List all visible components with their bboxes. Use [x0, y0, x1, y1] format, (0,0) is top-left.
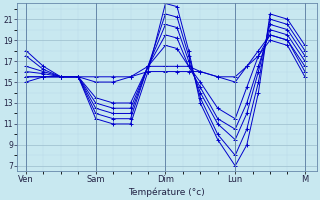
X-axis label: Température (°c): Température (°c) [129, 187, 205, 197]
